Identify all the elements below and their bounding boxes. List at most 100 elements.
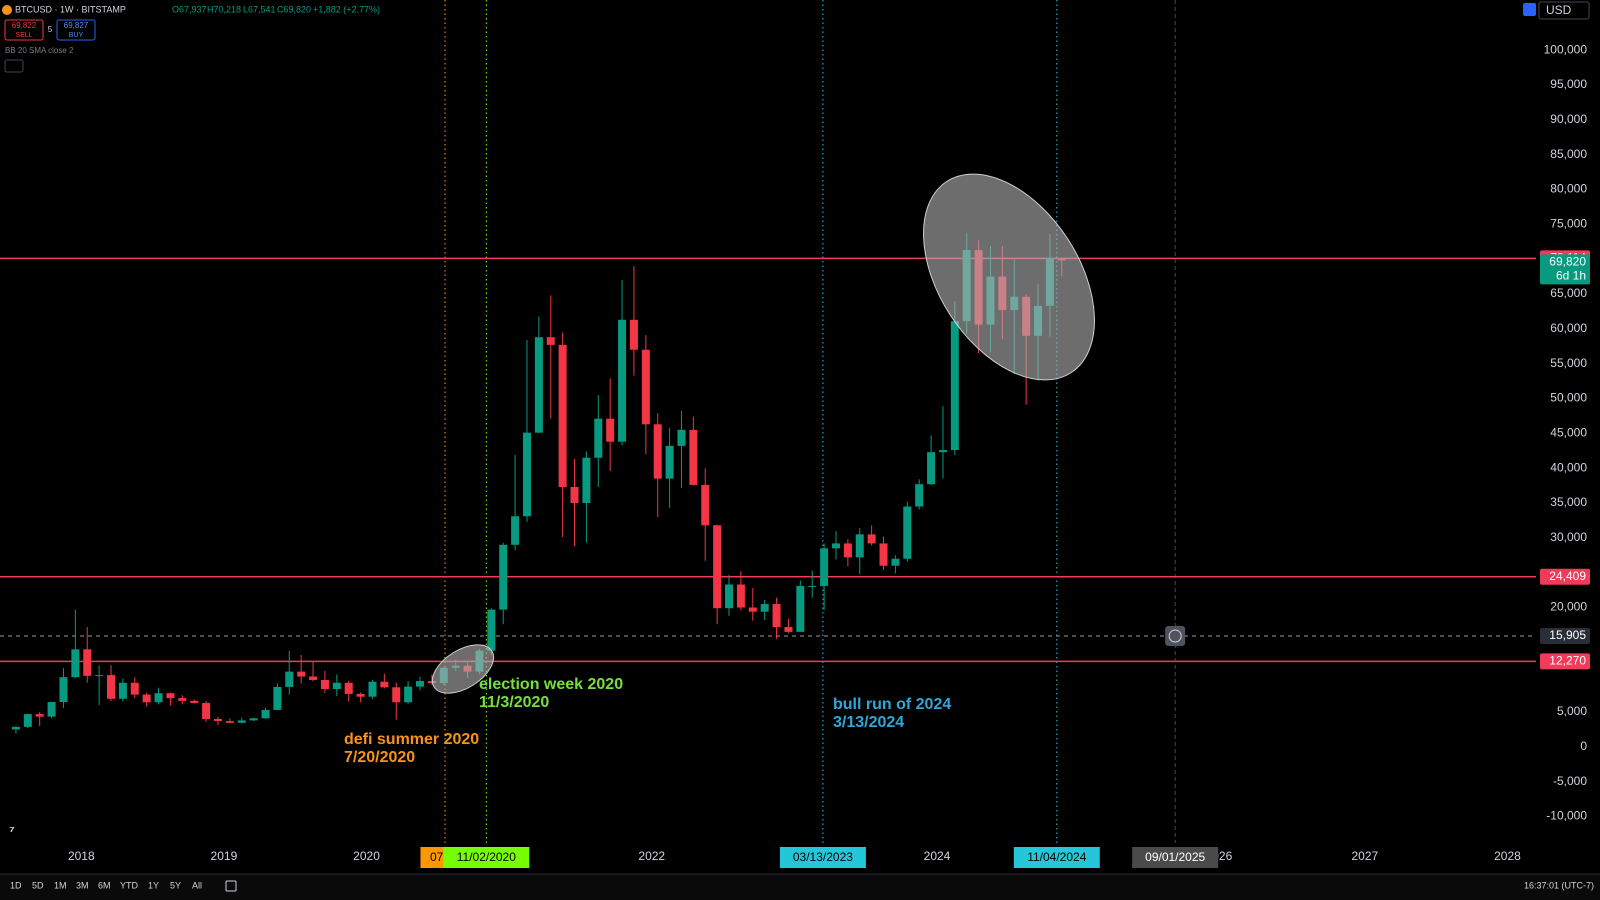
candle-body <box>725 584 734 609</box>
date-label: 03/13/2023 <box>793 850 853 864</box>
range-button[interactable]: 1D <box>10 880 22 890</box>
date-label: 11/04/2024 <box>1027 850 1086 864</box>
y-tick-label: -5,000 <box>1553 774 1587 788</box>
candle-body <box>190 700 199 703</box>
x-tick-label: 2018 <box>68 849 95 863</box>
candle-body <box>713 525 722 609</box>
candle-body <box>11 726 20 730</box>
range-button[interactable]: 1Y <box>148 880 159 890</box>
range-button[interactable]: 5D <box>32 880 44 890</box>
candle-body <box>784 627 793 632</box>
range-button[interactable]: 5Y <box>170 880 181 890</box>
date-range-icon[interactable] <box>225 880 237 892</box>
x-tick-label: 2022 <box>638 849 665 863</box>
logo: ⁷ <box>9 823 15 839</box>
y-tick-label: 0 <box>1580 739 1587 753</box>
x-tick-label: 2020 <box>353 849 380 863</box>
candle-body <box>820 548 829 586</box>
candle-body <box>95 675 104 677</box>
buy-price[interactable]: 69,827 <box>64 21 89 30</box>
range-button[interactable]: 1M <box>54 880 67 890</box>
y-tick-label: 100,000 <box>1544 42 1588 56</box>
y-tick-label: 95,000 <box>1550 77 1587 91</box>
date-label-box <box>1013 847 1100 868</box>
candle-body <box>178 698 187 701</box>
candle-body <box>843 543 852 558</box>
candle-body <box>356 693 365 697</box>
candle-body <box>427 681 436 684</box>
x-tick-label: 2027 <box>1352 849 1379 863</box>
range-button[interactable]: All <box>192 880 202 890</box>
highlight-ellipse <box>923 173 1095 381</box>
buy-label[interactable]: BUY <box>69 32 84 39</box>
candle-body <box>629 319 638 350</box>
candle-body <box>831 543 840 549</box>
y-tick-label: 45,000 <box>1550 426 1587 440</box>
sell-button[interactable] <box>4 19 44 41</box>
candle-body <box>344 682 353 694</box>
candle-body <box>867 534 876 544</box>
candle-body <box>392 687 401 703</box>
last-price-label: 69,820 <box>1549 255 1586 269</box>
candle-body <box>701 484 710 526</box>
candle-body <box>511 516 520 545</box>
candle-body <box>416 681 425 687</box>
spread: 5 <box>48 25 53 34</box>
crosshair-icon[interactable] <box>1168 629 1182 643</box>
y-tick-label: 20,000 <box>1550 600 1587 614</box>
candle-body <box>273 686 282 710</box>
ohlc-close: C69,820 <box>277 4 311 14</box>
candle-body <box>118 682 127 699</box>
buy-button[interactable] <box>56 19 96 41</box>
candle-body <box>368 681 377 697</box>
candle-body <box>142 694 151 703</box>
range-button[interactable]: YTD <box>120 880 139 890</box>
symbol-icon <box>2 5 12 15</box>
crosshair-button[interactable] <box>1165 626 1186 647</box>
candle-body <box>225 721 234 723</box>
candle-body <box>261 709 270 719</box>
candle-body <box>237 720 246 723</box>
range-button[interactable]: 3M <box>76 880 89 890</box>
y-tick-label: 90,000 <box>1550 112 1587 126</box>
annotation: 7/20/2020 <box>344 749 415 766</box>
annotation: defi summer 2020 <box>344 731 479 748</box>
candle-body <box>309 676 318 680</box>
currency-button[interactable] <box>1538 1 1590 20</box>
candle-body <box>760 604 769 612</box>
candle-body <box>665 445 674 479</box>
candle-body <box>202 702 211 719</box>
currency[interactable]: USD <box>1546 3 1572 17</box>
candle-body <box>213 718 222 722</box>
date-label-box <box>779 847 866 868</box>
y-tick-label: 75,000 <box>1550 217 1587 231</box>
candle-body <box>154 693 163 703</box>
candle-body <box>487 609 496 651</box>
range-button[interactable]: 6M <box>98 880 111 890</box>
annotation: 3/13/2024 <box>833 714 904 731</box>
crosshair-label-box <box>1540 628 1590 645</box>
range-buttons: 1D 5D 1M 3M 6M YTD 1Y 5Y All <box>10 880 237 892</box>
candle-body <box>499 544 508 610</box>
candle-body <box>796 585 805 632</box>
ohlc-change: +1,882 (+2.77%) <box>313 4 380 14</box>
candle-body <box>320 679 329 690</box>
candle-body <box>879 543 888 566</box>
candle-body <box>891 558 900 566</box>
candle-body <box>855 534 864 558</box>
sell-label[interactable]: SELL <box>15 32 32 39</box>
candle-body <box>83 649 92 676</box>
y-tick-label: 85,000 <box>1550 147 1587 161</box>
candle-body <box>35 714 44 717</box>
toolbar <box>0 874 1600 900</box>
candle-body <box>546 337 555 345</box>
ohlc-open: O67,937 <box>172 4 207 14</box>
sell-price[interactable]: 69,822 <box>12 21 37 30</box>
collapse-button[interactable] <box>4 59 24 73</box>
candle-body <box>570 486 579 504</box>
annotation: bull run of 2024 <box>833 696 951 713</box>
candle-body <box>558 344 567 487</box>
y-tick-label: -10,000 <box>1546 809 1587 823</box>
y-tick-label: 35,000 <box>1550 495 1587 509</box>
date-label-box <box>1132 847 1219 868</box>
